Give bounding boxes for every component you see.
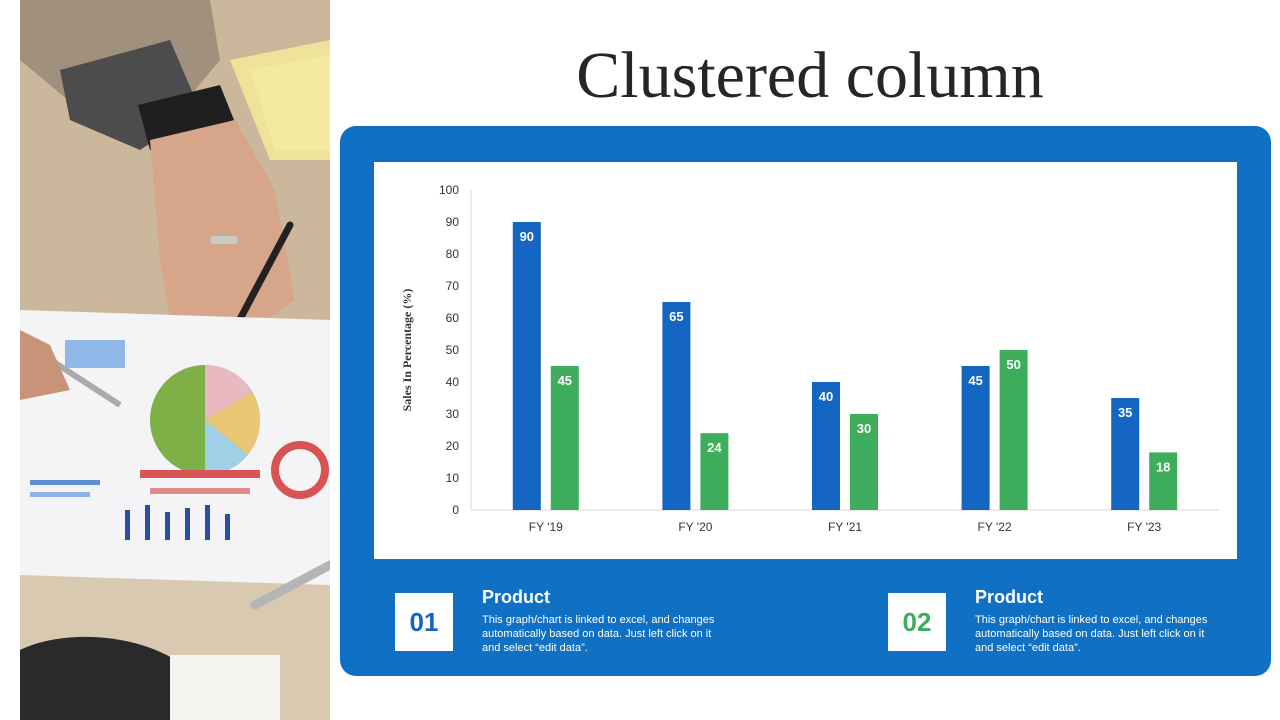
chart-area: 0 10 20 30 40 50 60 70 80 90 100 Sales In Percentag… — [374, 162, 1237, 559]
clustered-column-chart: 0 10 20 30 40 50 60 70 80 90 100 Sales In Percentag… — [400, 183, 1219, 534]
data-label: 45 — [558, 373, 572, 388]
y-axis-title: Sales In Percentage (%) — [400, 289, 414, 412]
y-tick-label: 30 — [446, 407, 460, 421]
data-label: 40 — [819, 389, 833, 404]
data-label: 24 — [707, 440, 722, 455]
y-tick-label: 70 — [446, 279, 460, 293]
legend-description-1: This graph/chart is linked to excel, and… — [482, 614, 715, 654]
x-tick-label: FY '22 — [978, 520, 1012, 534]
data-label: 30 — [857, 421, 871, 436]
y-tick-label: 90 — [446, 215, 460, 229]
y-tick-label: 10 — [446, 471, 460, 485]
y-tick-label: 60 — [446, 311, 460, 325]
bar-series-2 — [1149, 452, 1178, 510]
chart-panel: 0 10 20 30 40 50 60 70 80 90 100 Sales In Percentag… — [340, 126, 1271, 676]
bar-series-1 — [961, 366, 990, 510]
y-tick-label: 80 — [446, 247, 460, 261]
y-tick-label: 40 — [446, 375, 460, 389]
bar-series-2 — [550, 366, 579, 510]
legend-number-2: 02 — [888, 593, 946, 651]
office-photo — [20, 0, 330, 720]
x-tick-label: FY '21 — [828, 520, 862, 534]
bar-series-2 — [850, 414, 878, 510]
data-label: 18 — [1156, 459, 1170, 474]
bar-series-1 — [812, 382, 840, 510]
data-label: 50 — [1006, 357, 1020, 372]
bar-series-1 — [512, 222, 541, 510]
bar-series-1 — [662, 302, 691, 510]
legend-title-2: Product — [975, 587, 1044, 607]
x-tick-label: FY '20 — [678, 520, 712, 534]
page-title: Clustered column — [576, 39, 1044, 112]
bar-series-1 — [1111, 398, 1140, 510]
y-tick-label: 50 — [446, 343, 460, 357]
data-label: 35 — [1118, 405, 1132, 420]
data-label: 45 — [968, 373, 982, 388]
legend-number-1: 01 — [395, 593, 453, 651]
data-label: 90 — [520, 229, 534, 244]
y-tick-label: 20 — [446, 439, 460, 453]
y-tick-label: 100 — [439, 183, 459, 197]
bar-series-2 — [999, 350, 1028, 510]
legend-description-2: This graph/chart is linked to excel, and… — [975, 614, 1208, 654]
legend-title-1: Product — [482, 587, 551, 607]
y-tick-label: 0 — [452, 503, 459, 517]
x-tick-label: FY '19 — [529, 520, 563, 534]
bar-series-2 — [700, 433, 729, 510]
data-label: 65 — [669, 309, 683, 324]
x-tick-label: FY '23 — [1127, 520, 1161, 534]
